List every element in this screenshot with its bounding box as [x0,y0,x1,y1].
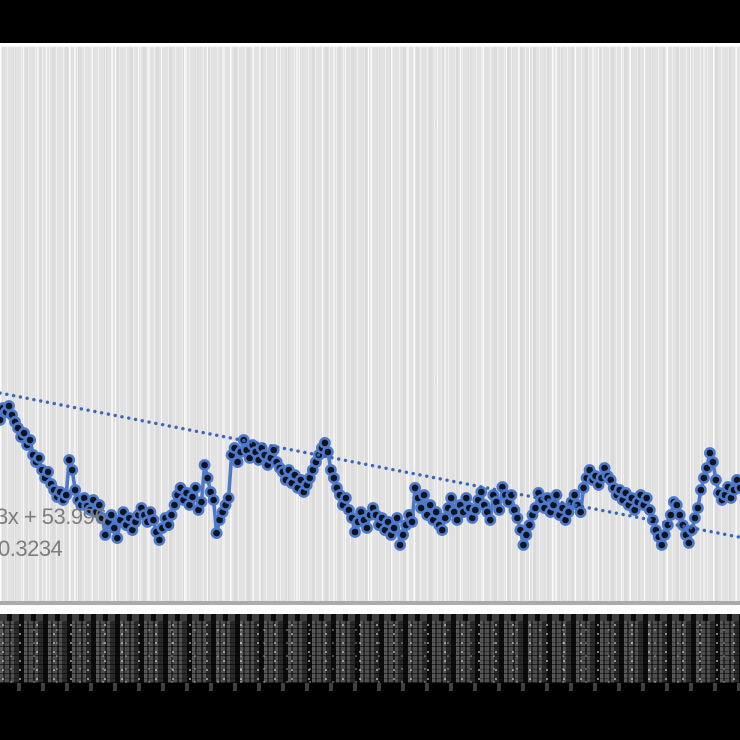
r-squared-label: 0.3234 [0,536,63,561]
bottom-letterbox-bar [0,691,740,740]
regression-equation-label: 3x + 53.996 [0,504,107,529]
x-tick-label-band [0,621,740,683]
top-separator-line [0,43,740,47]
plot-area [0,47,740,601]
x-tick-label-band-feet [0,683,740,691]
x-axis-line [0,601,740,605]
axis-gap [0,605,740,614]
x-tick-label-band-top [0,614,740,621]
top-letterbox-bar [0,0,740,43]
